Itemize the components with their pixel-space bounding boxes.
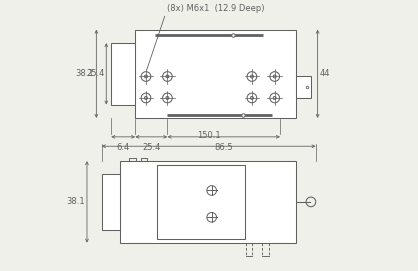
- Text: 25.4: 25.4: [142, 143, 161, 152]
- Text: 44: 44: [320, 69, 330, 78]
- Text: (8x) M6x1  (12.9 Deep): (8x) M6x1 (12.9 Deep): [168, 4, 265, 14]
- Text: 38.1: 38.1: [76, 69, 94, 78]
- Text: 25.4: 25.4: [86, 69, 104, 78]
- Bar: [120, 161, 296, 243]
- Bar: [102, 174, 120, 230]
- Text: 6.4: 6.4: [117, 143, 130, 152]
- Text: 86.5: 86.5: [214, 143, 233, 152]
- Bar: [296, 76, 311, 98]
- Bar: [135, 30, 296, 118]
- Text: 38.1: 38.1: [66, 197, 85, 207]
- Bar: [157, 165, 245, 239]
- Bar: [111, 43, 135, 105]
- Text: 150.1: 150.1: [197, 131, 221, 140]
